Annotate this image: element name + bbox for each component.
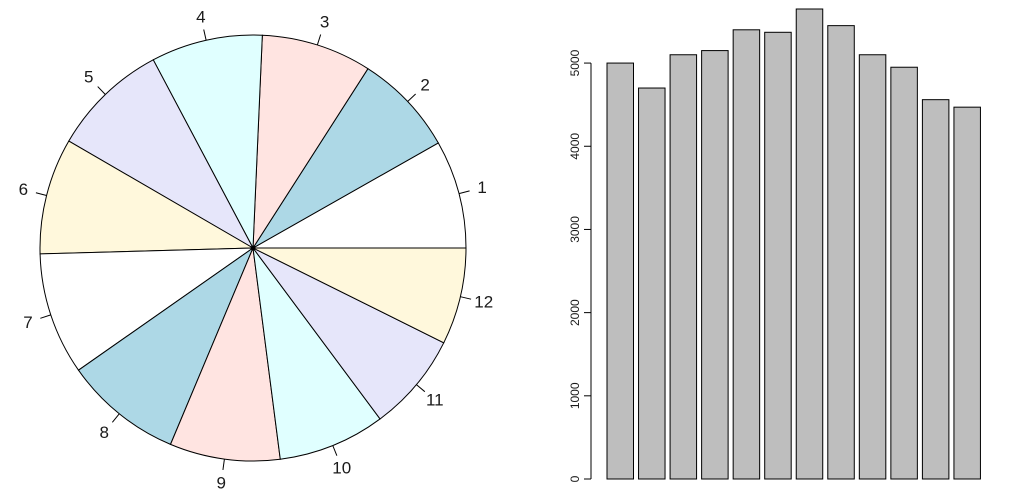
bar-12	[953, 106, 981, 480]
pie-label-tick-6	[35, 192, 47, 196]
pie-label-tick-10	[332, 445, 338, 456]
y-tick-label-0: 0	[568, 475, 582, 482]
bar-2	[638, 87, 666, 480]
bar-1	[606, 62, 634, 480]
pie-label-tick-11	[416, 384, 426, 393]
bar-6	[764, 31, 792, 480]
pie-label-6: 6	[19, 180, 28, 199]
pie-label-9: 9	[216, 473, 225, 492]
pie-slice-11	[252, 247, 445, 420]
bar-8	[827, 25, 855, 480]
pie-label-tick-1	[458, 190, 470, 195]
bar-chart: 0 1000 2000 3000 4000 5000	[568, 8, 981, 482]
pie-label-tick-8	[111, 413, 120, 423]
pie-label-2: 2	[420, 76, 429, 95]
pie-center-dot	[250, 245, 256, 251]
bar-5	[732, 29, 761, 480]
pie-label-tick-2	[407, 93, 416, 102]
pie-label-tick-5	[97, 86, 106, 95]
pie-label-3: 3	[320, 13, 329, 32]
y-tick-label-5000: 5000	[568, 49, 582, 76]
pie-slice-10	[252, 246, 381, 460]
pie-slice-2	[252, 67, 439, 249]
y-tick-label-4000: 4000	[568, 133, 582, 160]
pie-label-tick-9	[222, 459, 225, 471]
pie-slice-7	[39, 247, 255, 371]
pie-slice-8	[77, 246, 255, 446]
y-tick-label-1000: 1000	[568, 382, 582, 409]
bar-9	[858, 54, 887, 480]
pie-label-1: 1	[477, 178, 486, 197]
pie-slice-12	[252, 247, 467, 344]
pie-label-4: 4	[196, 7, 205, 26]
bar-7	[795, 8, 824, 480]
pie-label-tick-3	[316, 34, 322, 46]
pie-label-tick-4	[203, 29, 207, 41]
y-tick-label-3000: 3000	[568, 216, 582, 243]
pie-slice-3	[252, 34, 369, 250]
pie-label-tick-12	[460, 296, 472, 300]
bar-10	[890, 66, 918, 480]
pie-label-7: 7	[23, 313, 32, 332]
bar-11	[921, 99, 950, 480]
pie-label-5: 5	[84, 68, 93, 87]
pie-label-8: 8	[99, 423, 108, 442]
bar-4	[701, 50, 729, 480]
y-tick-label-2000: 2000	[568, 299, 582, 326]
pie-label-12: 12	[474, 293, 493, 312]
pie-label-11: 11	[426, 391, 444, 410]
pie-label-10: 10	[332, 458, 351, 477]
pie-label-tick-7	[40, 314, 51, 319]
bar-3	[669, 54, 698, 480]
